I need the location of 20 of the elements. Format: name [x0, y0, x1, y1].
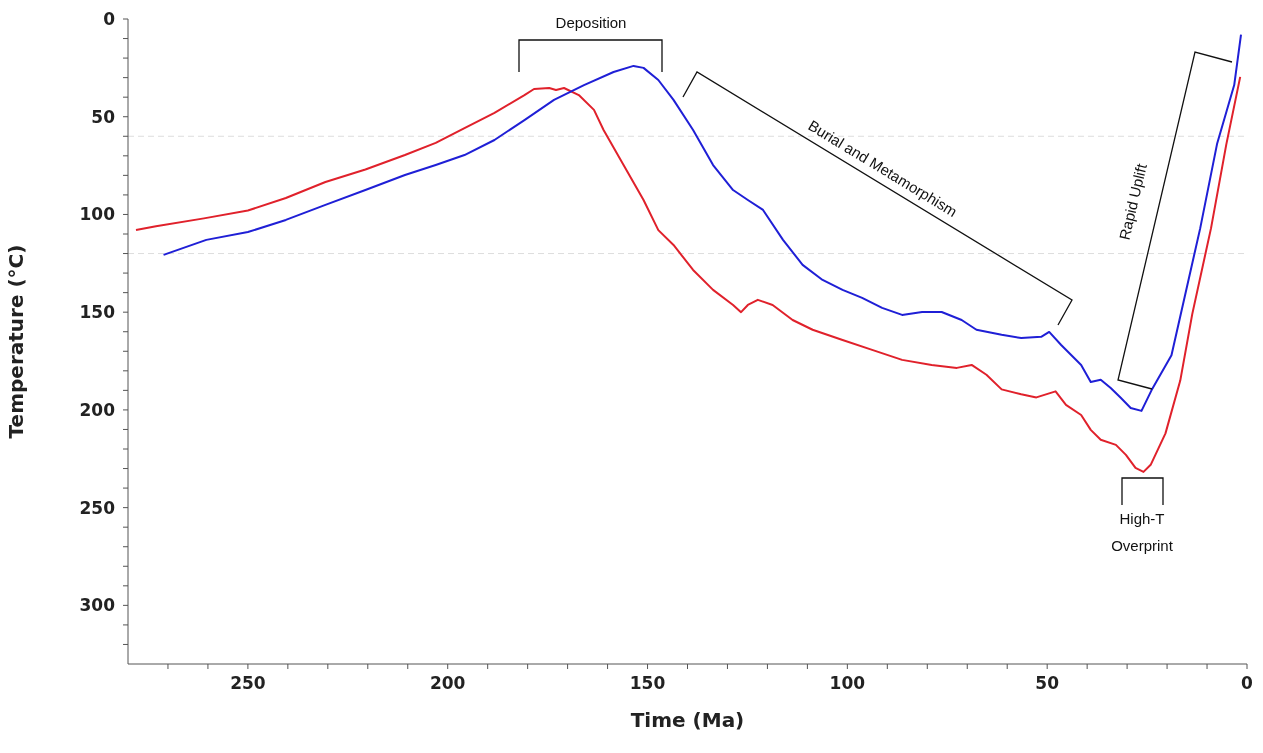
y-tick-label: 250 [79, 497, 116, 518]
x-tick-label: 150 [629, 673, 666, 694]
y-tick-label: 300 [79, 595, 116, 616]
x-tick-label: 50 [1035, 673, 1060, 694]
x-axis-title: Time (Ma) [630, 708, 745, 732]
x-tick-label: 100 [829, 673, 866, 694]
x-tick-label: 200 [429, 673, 466, 694]
x-tick-label: 250 [230, 673, 266, 694]
annotation: Deposition [555, 14, 627, 31]
line-series [162, 33, 1243, 412]
y-tick-label: 100 [79, 204, 116, 225]
y-tick-label: 200 [79, 399, 116, 420]
y-axis-title: Temperature (°C) [4, 244, 29, 439]
y-tick-label: 0 [103, 9, 116, 30]
annotation: High-T Overprint [1111, 510, 1174, 554]
y-tick-label: 50 [91, 106, 116, 127]
y-tick-label: 150 [79, 302, 116, 323]
annotation: Rapid Uplift [1115, 161, 1150, 242]
x-tick-label: 0 [1241, 673, 1254, 694]
line-series [134, 75, 1242, 473]
